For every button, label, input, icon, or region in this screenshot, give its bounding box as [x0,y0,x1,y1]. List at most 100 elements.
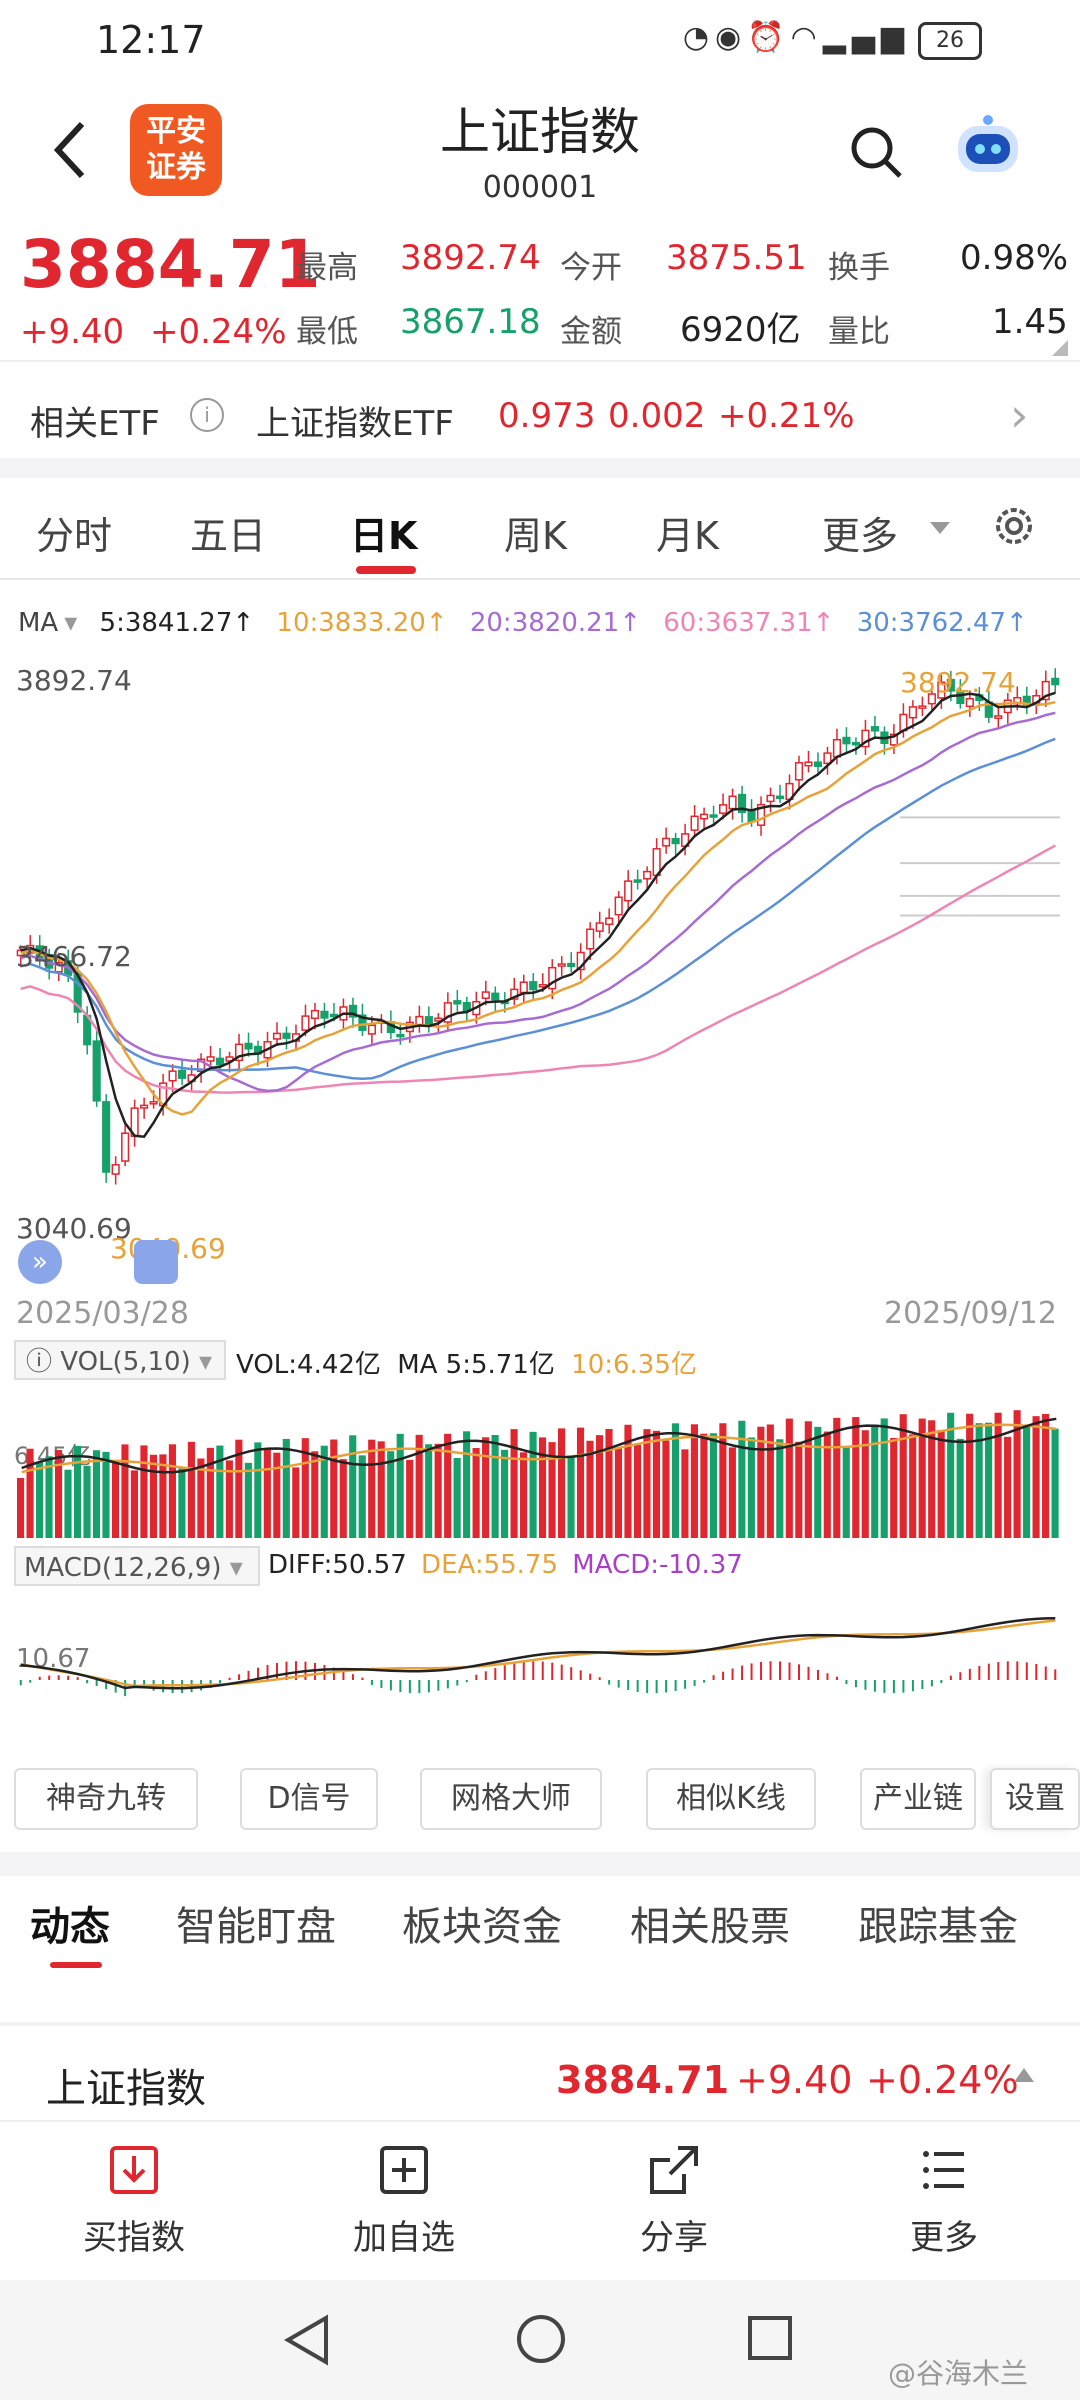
macd-diff: DIFF:50.57 [268,1550,407,1580]
tab-more[interactable]: 更多 [822,514,899,558]
dropdown-icon[interactable] [930,522,950,534]
bottom-quote-change: +9.40 [736,2058,853,2102]
chevron-right-icon[interactable]: › [1010,388,1029,442]
tool-nine-turn-button[interactable]: 神奇九转 [14,1768,198,1830]
add-watchlist-button[interactable]: 加自选 [314,2140,494,2259]
candle-body [272,1032,282,1040]
nav-back-icon[interactable] [282,2312,332,2368]
amount-value: 6920亿 [680,310,801,350]
volume-bar [396,1433,404,1538]
download-box-icon [110,2146,158,2194]
volume-bar [937,1430,945,1538]
ma-legend: MA ▾ 5:3841.27↑ 10:3833.20↑ 20:3820.21↑ 6… [18,608,1042,638]
expand-corner-icon[interactable] [1052,340,1068,356]
dropdown-icon: ▾ [190,1347,213,1377]
candle-body [756,803,766,826]
ma60-line [20,844,1056,1094]
volume-bar [795,1441,803,1538]
ma10-value: 10:3833.20↑ [276,608,448,638]
candle-body [567,962,576,968]
vol-selector[interactable]: ⓘ VOL(5,10) ▾ [14,1340,226,1380]
candle-body [813,761,823,767]
ratio-label: 量比 [828,314,890,350]
volume-bar [605,1428,613,1538]
volume-bar [700,1433,708,1538]
search-icon[interactable] [848,124,904,180]
candle-body [605,917,614,926]
share-button[interactable]: 分享 [584,2140,764,2259]
volume-bar [235,1439,243,1538]
volume-bar [652,1430,661,1538]
tool-industry-chain-button[interactable]: 产业链 [860,1768,976,1830]
tab-intraday[interactable]: 分时 [36,514,113,558]
ma-label[interactable]: MA [18,608,59,638]
volume-bar [1051,1428,1059,1538]
candlestick-chart[interactable] [0,640,1080,1340]
candle-body [557,963,566,967]
info-icon[interactable]: i [190,398,224,432]
candle-body [140,1104,149,1109]
volume-bar [861,1430,869,1538]
fast-forward-icon[interactable]: » [18,1240,62,1284]
assistant-robot-icon[interactable] [950,112,1026,182]
volume-bar [358,1455,366,1538]
share-icon [650,2146,698,2194]
back-button[interactable] [46,110,96,190]
volume-bar [444,1433,452,1538]
volume-bar [244,1462,252,1538]
dtab-tracking-funds[interactable]: 跟踪基金 [858,1904,1018,1950]
macd-label: MACD(12,26,9) [24,1553,222,1583]
candle-body [396,1033,405,1038]
divider [0,578,1080,580]
tab-five-day[interactable]: 五日 [190,514,267,558]
dtab-sector-funds[interactable]: 板块资金 [402,1904,562,1950]
volume-bar [671,1423,679,1538]
tool-similar-k-button[interactable]: 相似K线 [646,1768,816,1830]
volume-chart[interactable] [0,1390,1080,1540]
candle-body [823,752,832,765]
volume-bar [216,1445,224,1538]
candle-body [548,966,557,990]
buy-index-label: 买指数 [83,2218,185,2258]
fullscreen-icon[interactable] [134,1240,178,1284]
dtab-smart-watch[interactable]: 智能盯盘 [176,1904,336,1950]
ma60-value: 60:3637.31↑ [663,608,835,638]
candle-body [956,689,965,705]
tool-settings-button[interactable]: 设置 [990,1768,1080,1830]
volume-bar [45,1456,53,1538]
candle-body [614,896,623,916]
volume-bar [548,1442,556,1538]
candle-body [937,681,946,699]
nav-recents-icon[interactable] [746,2314,794,2362]
logo-text: 平安 证券 [146,114,206,185]
open-label: 今开 [560,250,622,286]
expand-up-icon[interactable] [1014,2068,1034,2082]
tab-daily-k[interactable]: 日K [350,514,418,558]
gear-icon[interactable] [990,502,1038,550]
macd-chart[interactable] [0,1590,1080,1750]
etf-change-pct: +0.21% [718,396,855,436]
bottom-quote-change-pct: +0.24% [866,2058,1019,2102]
candle-body [443,1002,452,1023]
ma-dropdown-icon[interactable]: ▾ [64,608,78,638]
more-menu-button[interactable]: 更多 [854,2140,1034,2259]
dtab-news[interactable]: 动态 [30,1904,110,1950]
nav-home-icon[interactable] [514,2312,568,2366]
tool-grid-master-button[interactable]: 网格大师 [420,1768,602,1830]
volume-bar [491,1435,499,1538]
volume-bar [956,1438,964,1538]
more-label: 更多 [910,2218,978,2258]
volume-bar [557,1428,566,1538]
volume-bar [899,1414,907,1538]
tab-weekly-k[interactable]: 周K [504,514,567,558]
candle-body [282,1032,291,1039]
candle-body [178,1069,187,1079]
dtab-related-stocks[interactable]: 相关股票 [630,1904,790,1950]
candle-body [215,1057,225,1066]
high-label: 最高 [296,250,358,286]
macd-selector[interactable]: MACD(12,26,9) ▾ [14,1546,260,1586]
tool-d-signal-button[interactable]: D信号 [240,1768,378,1830]
tab-monthly-k[interactable]: 月K [656,514,719,558]
buy-index-button[interactable]: 买指数 [44,2140,224,2259]
volume-bar [263,1447,271,1538]
